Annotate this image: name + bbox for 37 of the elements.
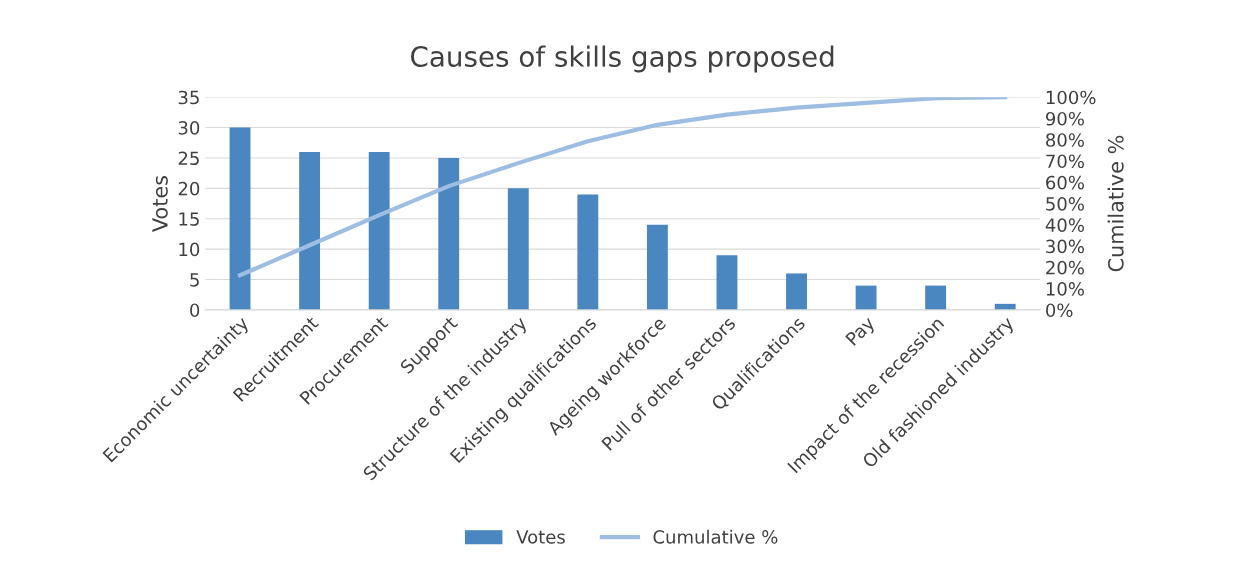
- y2-tick-label: 90%: [1045, 111, 1084, 126]
- legend-label: Cumulative %: [653, 529, 778, 544]
- bar: [507, 188, 529, 310]
- y-tick-label: 25: [178, 151, 199, 166]
- y2-tick-label: 50%: [1046, 197, 1084, 211]
- y2-tick-label: 30%: [1046, 239, 1084, 254]
- legend-label: Votes: [516, 530, 565, 544]
- y2-tick-label: 60%: [1046, 175, 1084, 190]
- x-tick-label: Pay: [845, 315, 879, 349]
- y2-tick-label: 80%: [1046, 133, 1084, 147]
- y-tick-label: 5: [190, 273, 199, 287]
- y2-axis-title: Cumilative %: [1107, 135, 1124, 272]
- bar: [299, 151, 321, 310]
- bar: [786, 273, 807, 310]
- y-tick-label: 20: [178, 181, 200, 196]
- bar: [855, 285, 877, 310]
- bar: [577, 194, 599, 310]
- line-series: [237, 97, 1008, 278]
- y-tick-label: 35: [178, 90, 199, 105]
- chart-title: Causes of skills gaps proposed: [411, 45, 834, 73]
- bar: [229, 127, 251, 310]
- y-tick-label: 30: [178, 121, 200, 135]
- bar: [925, 285, 947, 310]
- y-axis-title: Votes: [152, 175, 168, 232]
- bar: [716, 255, 738, 310]
- y2-tick-label: 100%: [1046, 90, 1096, 105]
- bar: [646, 224, 668, 310]
- y-tick-label: 15: [179, 212, 199, 226]
- y-tick-label: 0: [190, 303, 200, 318]
- y2-tick-label: 40%: [1045, 218, 1084, 232]
- y2-tick-label: 10%: [1046, 282, 1084, 296]
- bar: [438, 157, 460, 310]
- y2-tick-label: 20%: [1046, 260, 1084, 275]
- bar: [368, 151, 390, 310]
- y2-tick-label: 70%: [1046, 154, 1084, 169]
- y-tick-label: 10: [179, 242, 200, 257]
- y2-tick-label: 0%: [1046, 303, 1073, 318]
